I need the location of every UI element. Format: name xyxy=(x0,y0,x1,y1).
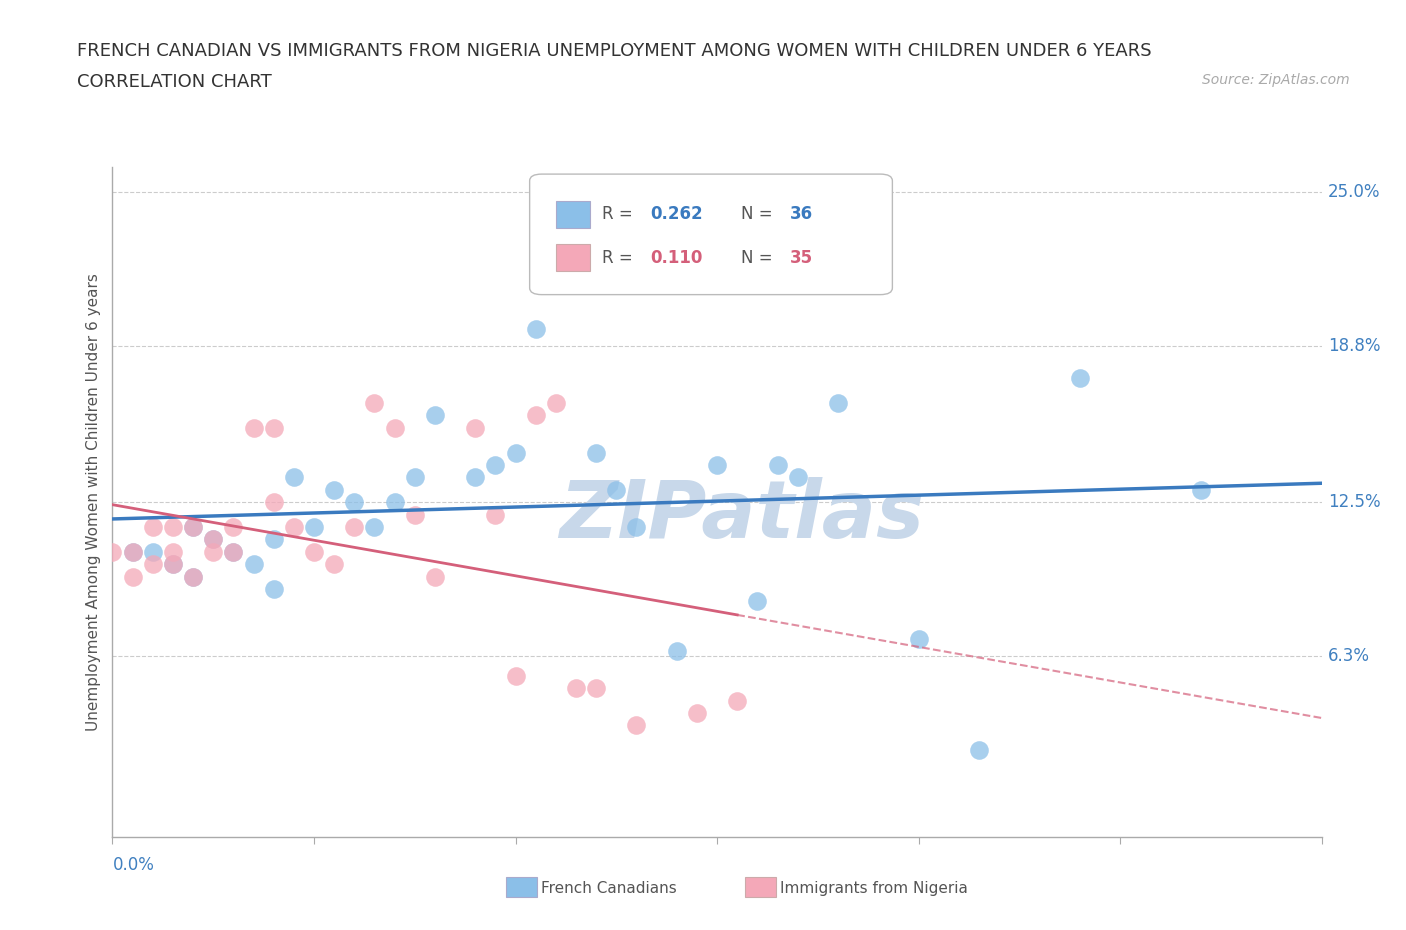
Point xyxy=(242,557,264,572)
Point xyxy=(121,569,143,584)
Point xyxy=(665,644,688,658)
Text: Source: ZipAtlas.com: Source: ZipAtlas.com xyxy=(1202,73,1350,86)
Point xyxy=(464,470,486,485)
Point xyxy=(484,507,506,522)
Point xyxy=(464,420,486,435)
Text: N =: N = xyxy=(741,206,778,223)
Point xyxy=(121,544,143,559)
Text: CORRELATION CHART: CORRELATION CHART xyxy=(77,73,273,90)
Point xyxy=(222,544,245,559)
Point xyxy=(1069,371,1091,386)
Text: 0.0%: 0.0% xyxy=(112,856,155,874)
Text: 35: 35 xyxy=(790,249,813,267)
Point xyxy=(283,470,305,485)
Point xyxy=(343,520,366,535)
Point xyxy=(524,408,547,423)
Point xyxy=(323,557,346,572)
Point xyxy=(967,743,990,758)
Text: 0.262: 0.262 xyxy=(651,206,703,223)
Point xyxy=(283,520,305,535)
Point xyxy=(524,321,547,336)
Text: 18.8%: 18.8% xyxy=(1327,337,1381,355)
Point xyxy=(384,420,406,435)
Point xyxy=(404,507,426,522)
Point xyxy=(242,420,264,435)
Point xyxy=(585,445,607,460)
Point xyxy=(181,569,204,584)
Text: ZIPatlas: ZIPatlas xyxy=(558,476,924,554)
Point xyxy=(142,544,165,559)
Point xyxy=(686,706,709,721)
Point xyxy=(565,681,588,696)
Point xyxy=(505,669,527,684)
Point xyxy=(202,544,225,559)
Point xyxy=(585,681,607,696)
Text: R =: R = xyxy=(602,249,638,267)
Point xyxy=(725,693,748,708)
Point xyxy=(162,557,184,572)
Point xyxy=(263,532,285,547)
Text: 0.110: 0.110 xyxy=(651,249,703,267)
FancyBboxPatch shape xyxy=(530,174,893,295)
Point xyxy=(202,532,225,547)
Point xyxy=(202,532,225,547)
Text: Immigrants from Nigeria: Immigrants from Nigeria xyxy=(780,881,969,896)
Point xyxy=(363,395,385,410)
Point xyxy=(302,520,325,535)
Point xyxy=(423,408,446,423)
Point xyxy=(181,520,204,535)
Text: 6.3%: 6.3% xyxy=(1327,647,1369,665)
Bar xyxy=(557,245,591,272)
Point xyxy=(747,594,769,609)
Point xyxy=(302,544,325,559)
Point xyxy=(222,544,245,559)
Point xyxy=(162,544,184,559)
Text: FRENCH CANADIAN VS IMMIGRANTS FROM NIGERIA UNEMPLOYMENT AMONG WOMEN WITH CHILDRE: FRENCH CANADIAN VS IMMIGRANTS FROM NIGER… xyxy=(77,42,1152,60)
Point xyxy=(363,520,385,535)
Point xyxy=(121,544,143,559)
Point xyxy=(626,718,648,733)
Y-axis label: Unemployment Among Women with Children Under 6 years: Unemployment Among Women with Children U… xyxy=(86,273,101,731)
Point xyxy=(162,557,184,572)
Point xyxy=(343,495,366,510)
Text: N =: N = xyxy=(741,249,778,267)
Point xyxy=(181,569,204,584)
Point xyxy=(263,420,285,435)
Bar xyxy=(557,201,591,228)
Point xyxy=(142,557,165,572)
Point xyxy=(181,520,204,535)
Point xyxy=(544,272,567,286)
Point xyxy=(384,495,406,510)
Point xyxy=(827,395,849,410)
Point xyxy=(706,458,728,472)
Point xyxy=(323,483,346,498)
Point xyxy=(544,395,567,410)
Text: R =: R = xyxy=(602,206,638,223)
Text: 36: 36 xyxy=(790,206,813,223)
Point xyxy=(404,470,426,485)
Point xyxy=(786,470,808,485)
Text: 25.0%: 25.0% xyxy=(1327,183,1381,201)
Point xyxy=(142,520,165,535)
Point xyxy=(626,520,648,535)
Point xyxy=(423,569,446,584)
Point xyxy=(1189,483,1212,498)
Point xyxy=(263,495,285,510)
Point xyxy=(505,445,527,460)
Point xyxy=(263,581,285,596)
Text: French Canadians: French Canadians xyxy=(541,881,678,896)
Point xyxy=(605,483,627,498)
Point xyxy=(101,544,124,559)
Point xyxy=(766,458,789,472)
Point xyxy=(907,631,929,646)
Point xyxy=(222,520,245,535)
Text: 12.5%: 12.5% xyxy=(1327,493,1381,512)
Point xyxy=(484,458,506,472)
Point xyxy=(162,520,184,535)
